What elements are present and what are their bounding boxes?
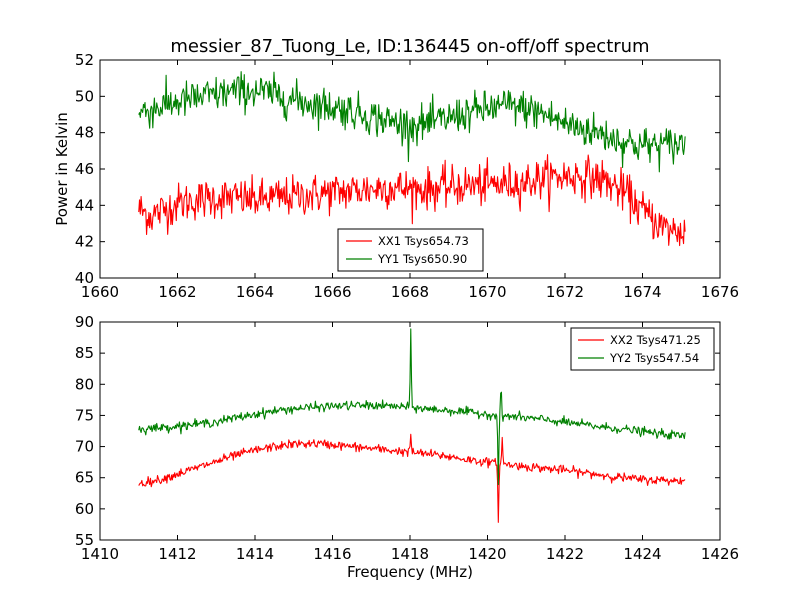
bottom-x-axis-label: Frequency (MHz) — [347, 563, 473, 581]
top-plot-frame — [99, 59, 721, 279]
y-tick-label: 65 — [75, 469, 94, 487]
x-tick-label: 1670 — [468, 283, 506, 301]
x-tick-label: 1424 — [623, 545, 661, 563]
top-legend: XX1 Tsys654.73 YY1 Tsys650.90 — [337, 228, 484, 272]
y-tick-label: 46 — [75, 160, 94, 178]
top-x-ticks: 1660 1662 1664 1666 1668 1670 1672 1674 1676 — [81, 60, 739, 301]
bottom-panel: 1410 1412 1414 1416 1418 1420 1422 1424 1426 55 6… — [75, 313, 739, 581]
top-y-axis-label: Power in Kelvin — [53, 112, 71, 226]
x-tick-label: 1672 — [546, 283, 584, 301]
bottom-series-lines — [138, 328, 686, 523]
y-tick-label: 40 — [75, 269, 94, 287]
top-legend-box — [337, 228, 484, 272]
x-tick-label: 1418 — [391, 545, 429, 563]
y-tick-label: 80 — [75, 375, 94, 393]
series-line-yy1 — [138, 71, 686, 173]
top-panel: 1660 1662 1664 1666 1668 1670 1672 1674 1676 404… — [53, 51, 739, 301]
x-tick-label: 1426 — [701, 545, 739, 563]
top-y-ticks: 40 42 44 46 48 50 52 — [75, 51, 720, 287]
legend-label-yy1: YY1 Tsys650.90 — [377, 252, 467, 266]
x-tick-label: 1664 — [236, 283, 274, 301]
bottom-legend: XX2 Tsys471.25 YY2 Tsys547.54 — [570, 327, 715, 371]
x-tick-label: 1674 — [623, 283, 661, 301]
x-tick-label: 1410 — [81, 545, 119, 563]
bottom-legend-box — [570, 327, 715, 371]
x-tick-label: 1422 — [546, 545, 584, 563]
bottom-x-ticks: 1410 1412 1414 1416 1418 1420 1422 1424 1426 — [81, 322, 739, 563]
y-tick-label: 55 — [75, 531, 94, 549]
y-tick-label: 90 — [75, 313, 94, 331]
series-line-xx2 — [138, 433, 686, 523]
bottom-y-ticks: 55 60 65 70 75 80 85 90 — [75, 313, 720, 549]
x-tick-label: 1414 — [236, 545, 274, 563]
series-line-xx1 — [138, 154, 686, 247]
x-tick-label: 1416 — [313, 545, 351, 563]
x-tick-label: 1412 — [158, 545, 196, 563]
y-tick-label: 70 — [75, 438, 94, 456]
legend-label-xx2: XX2 Tsys471.25 — [610, 333, 701, 347]
y-tick-label: 75 — [75, 406, 94, 424]
y-tick-label: 42 — [75, 233, 94, 251]
y-tick-label: 48 — [75, 124, 94, 142]
y-tick-label: 52 — [75, 51, 94, 69]
x-tick-label: 1666 — [313, 283, 351, 301]
legend-label-yy2: YY2 Tsys547.54 — [609, 351, 699, 365]
x-tick-label: 1662 — [158, 283, 196, 301]
x-tick-label: 1668 — [391, 283, 429, 301]
x-tick-label: 1660 — [81, 283, 119, 301]
series-line-yy2 — [138, 328, 686, 486]
chart-title: messier_87_Tuong_Le, ID:136445 on-off/of… — [170, 36, 649, 57]
y-tick-label: 44 — [75, 196, 94, 214]
x-tick-label: 1420 — [468, 545, 506, 563]
bottom-plot-frame — [99, 321, 721, 541]
legend-label-xx1: XX1 Tsys654.73 — [378, 234, 469, 248]
top-series-lines — [138, 71, 686, 247]
y-tick-label: 85 — [75, 344, 94, 362]
y-tick-label: 60 — [75, 500, 94, 518]
x-tick-label: 1676 — [701, 283, 739, 301]
y-tick-label: 50 — [75, 87, 94, 105]
